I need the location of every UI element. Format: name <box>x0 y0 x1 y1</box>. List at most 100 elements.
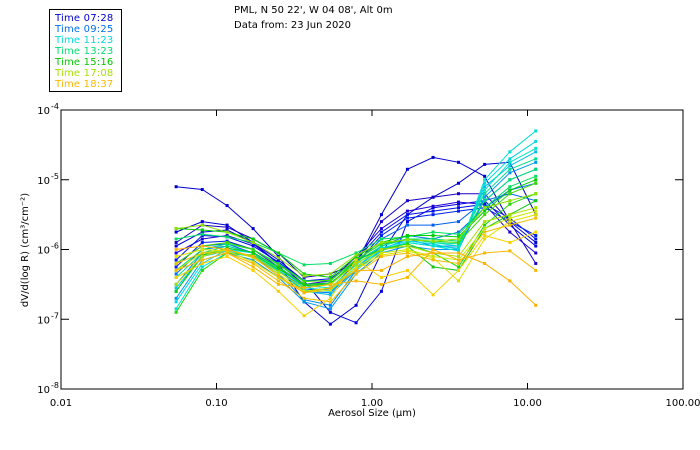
data-point <box>379 268 383 272</box>
data-point <box>457 230 461 234</box>
data-point <box>508 157 512 161</box>
y-tick-label: 10 <box>37 106 50 117</box>
series <box>174 216 538 304</box>
data-point <box>508 216 512 220</box>
data-point <box>174 261 178 265</box>
data-point <box>174 300 178 304</box>
data-point <box>508 188 512 192</box>
data-point <box>534 160 538 164</box>
data-point <box>225 251 229 255</box>
data-point <box>457 251 461 255</box>
data-point <box>200 228 204 232</box>
data-point <box>534 129 538 133</box>
data-point <box>200 220 204 224</box>
data-point <box>225 241 229 245</box>
data-point <box>200 258 204 262</box>
y-tick-exponent: -6 <box>51 242 59 251</box>
data-point <box>508 171 512 175</box>
data-point <box>457 202 461 206</box>
x-tick-label: 10.00 <box>513 398 542 409</box>
data-point <box>379 244 383 248</box>
data-point <box>483 181 487 185</box>
data-point <box>251 268 255 272</box>
data-point <box>483 227 487 231</box>
data-point <box>200 248 204 251</box>
data-point <box>534 146 538 150</box>
data-point <box>276 263 280 267</box>
data-point <box>276 256 280 260</box>
data-point <box>534 303 538 307</box>
data-point <box>276 266 280 270</box>
series-line <box>175 207 536 289</box>
data-point <box>174 185 178 189</box>
data-point <box>379 213 383 217</box>
data-point <box>457 206 461 210</box>
data-point <box>534 261 538 265</box>
data-point <box>354 258 358 262</box>
data-point <box>379 241 383 245</box>
data-point <box>174 296 178 300</box>
data-point <box>431 230 435 234</box>
series <box>174 230 538 318</box>
data-point <box>457 265 461 269</box>
data-point <box>354 261 358 265</box>
data-point <box>251 250 255 254</box>
data-point <box>405 242 409 246</box>
data-point <box>534 174 538 178</box>
data-point <box>483 230 487 234</box>
data-point <box>328 293 332 297</box>
data-point <box>431 244 435 248</box>
data-point <box>174 275 178 279</box>
data-point <box>302 284 306 288</box>
data-point <box>534 178 538 182</box>
data-point <box>200 244 204 248</box>
data-point <box>534 192 538 196</box>
data-point <box>483 174 487 178</box>
data-point <box>302 296 306 300</box>
data-point <box>431 155 435 159</box>
data-point <box>405 209 409 213</box>
data-point <box>328 307 332 311</box>
data-point <box>354 272 358 276</box>
data-point <box>200 254 204 258</box>
data-point <box>302 300 306 304</box>
legend-entry: Time 18:37 <box>55 79 114 90</box>
data-point <box>508 185 512 189</box>
data-point <box>174 258 178 262</box>
data-point <box>379 248 383 251</box>
legend-entry: Time 11:23 <box>55 35 114 46</box>
data-point <box>508 230 512 234</box>
data-point <box>405 199 409 203</box>
data-point <box>174 244 178 248</box>
data-point <box>534 150 538 154</box>
data-point <box>405 251 409 255</box>
data-point <box>225 248 229 251</box>
series <box>174 192 538 278</box>
data-point <box>328 275 332 279</box>
data-point <box>251 254 255 258</box>
legend-entry: Time 15:16 <box>55 57 114 68</box>
data-point <box>379 227 383 231</box>
data-point <box>354 303 358 307</box>
data-point <box>483 223 487 227</box>
data-point <box>200 232 204 236</box>
data-point <box>457 258 461 262</box>
y-tick-label: 10 <box>37 315 50 326</box>
data-point <box>354 279 358 283</box>
data-point <box>508 249 512 253</box>
x-axis: 0.01 0.10 1.00 10.00 100.00 <box>50 110 700 409</box>
data-point <box>483 162 487 166</box>
data-point <box>457 192 461 196</box>
data-point <box>431 223 435 227</box>
data-point <box>405 167 409 171</box>
data-point <box>354 251 358 255</box>
data-point <box>354 268 358 272</box>
legend-entry: Time 09:25 <box>55 24 114 35</box>
data-point <box>251 241 255 245</box>
data-point <box>328 300 332 304</box>
data-point <box>431 251 435 255</box>
data-point <box>534 241 538 245</box>
data-point <box>483 209 487 213</box>
x-tick-label: 0.10 <box>205 398 227 409</box>
